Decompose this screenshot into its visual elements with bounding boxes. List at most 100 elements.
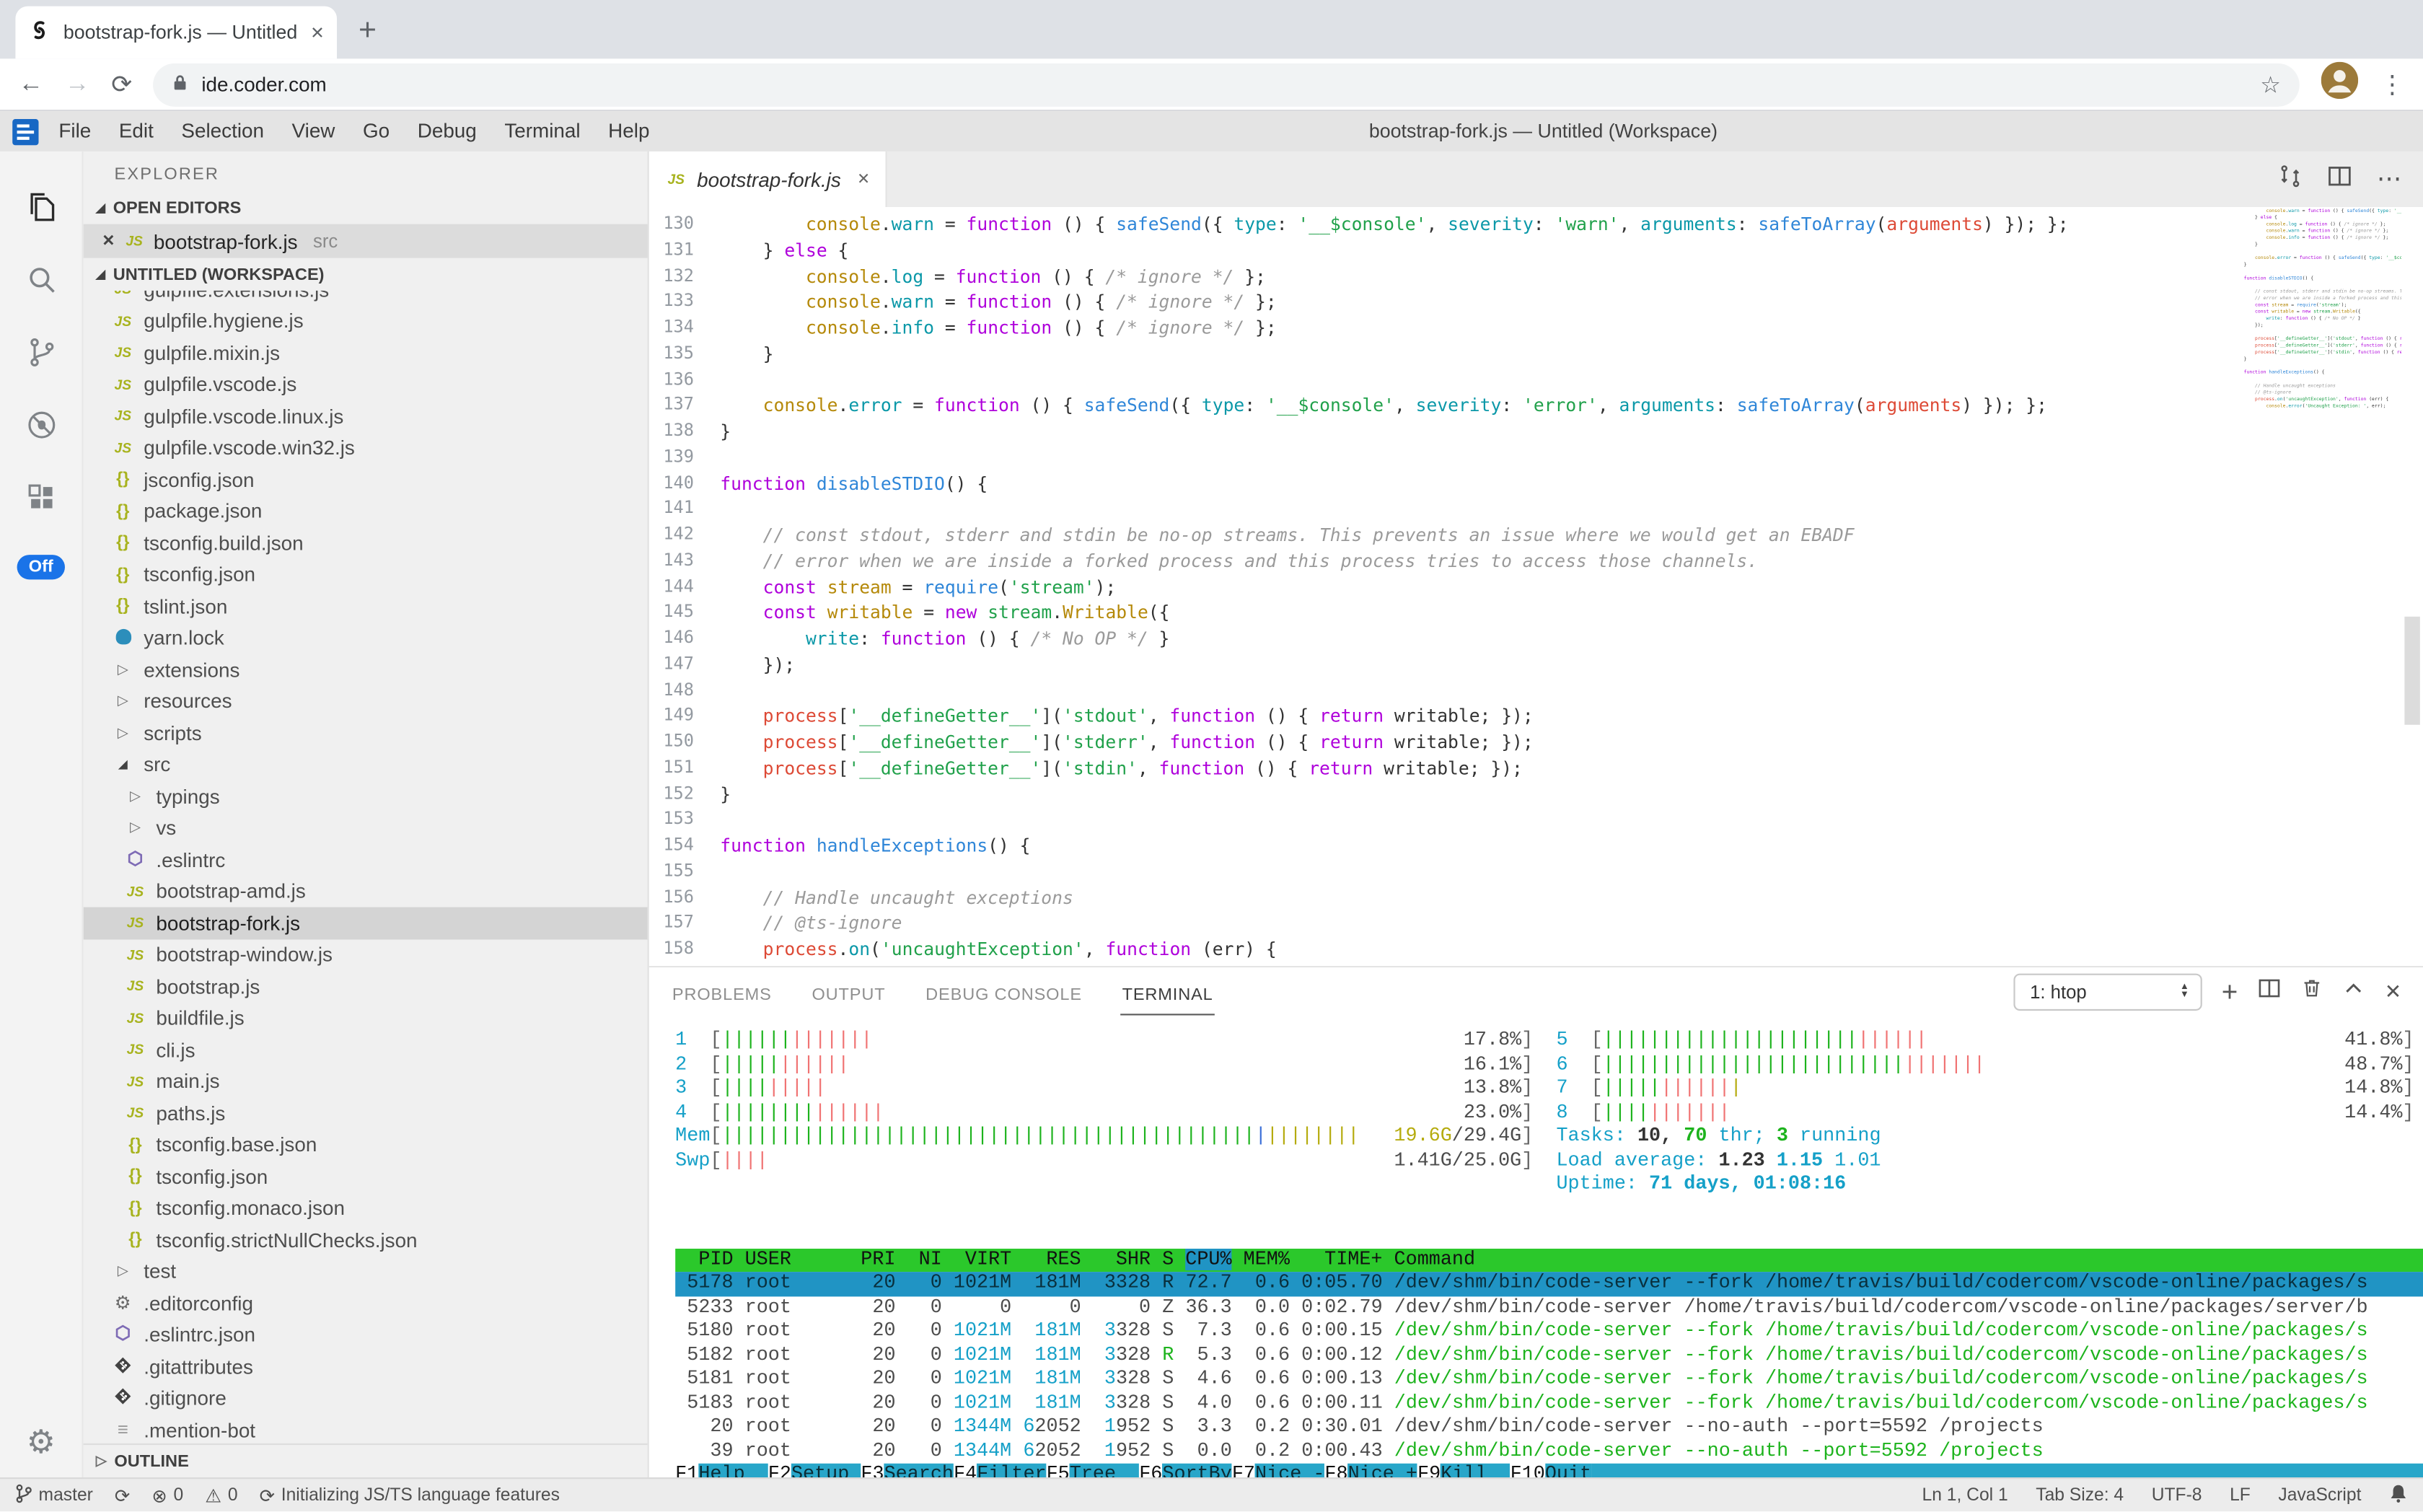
status-item-error[interactable]: ⊗ 0 bbox=[151, 1485, 183, 1506]
fkey-f8[interactable]: F8 bbox=[1324, 1463, 1348, 1478]
process-table-header[interactable]: PID USER PRI NI VIRT RES SHR S CPU% MEM%… bbox=[675, 1247, 2423, 1273]
code-line[interactable]: 150 process['__defineGetter__']('stderr'… bbox=[649, 729, 2244, 755]
code-line[interactable]: 135 } bbox=[649, 341, 2244, 367]
maximize-panel-icon[interactable] bbox=[2343, 977, 2365, 1007]
explorer-files-icon[interactable] bbox=[0, 170, 82, 243]
fkey-label[interactable]: Setup bbox=[791, 1463, 861, 1478]
fkey-label[interactable]: Kill bbox=[1441, 1463, 1510, 1478]
tree-item-bootstrap-amd.js[interactable]: JS bootstrap-amd.js bbox=[84, 876, 648, 907]
tree-item-gulpfile.vscode.linux.js[interactable]: JS gulpfile.vscode.linux.js bbox=[84, 400, 648, 432]
process-row-5180[interactable]: 5180 root 20 0 1021M 181M 3328 S 7.3 0.6… bbox=[675, 1319, 2368, 1342]
process-row-5233[interactable]: 5233 root 20 0 0 0 0 Z 36.3 0.0 0:02.79 … bbox=[675, 1296, 2368, 1318]
tree-item-typings[interactable]: ▷ typings bbox=[84, 781, 648, 812]
status-item-sync[interactable]: ⟳ bbox=[115, 1485, 131, 1506]
tree-item-gulpfile.hygiene.js[interactable]: JS gulpfile.hygiene.js bbox=[84, 305, 648, 337]
code-line[interactable]: 155 bbox=[649, 859, 2244, 885]
tree-item-tsconfig.json[interactable]: {} tsconfig.json bbox=[84, 1161, 648, 1192]
tree-item-cli.js[interactable]: JS cli.js bbox=[84, 1034, 648, 1065]
panel-tab-terminal[interactable]: TERMINAL bbox=[1120, 970, 1215, 1015]
close-panel-icon[interactable]: ✕ bbox=[2384, 980, 2402, 1003]
status-item-tab-size-4[interactable]: Tab Size: 4 bbox=[2036, 1486, 2124, 1505]
code-line[interactable]: 131 } else { bbox=[649, 237, 2244, 263]
code-line[interactable]: 142 // const stdout, stderr and stdin be… bbox=[649, 522, 2244, 548]
tree-item-gulpfile.vscode.js[interactable]: JS gulpfile.vscode.js bbox=[84, 369, 648, 400]
tree-item-tsconfig.json[interactable]: {} tsconfig.json bbox=[84, 558, 648, 590]
status-item-lf[interactable]: LF bbox=[2230, 1486, 2251, 1505]
tree-item-test[interactable]: ▷ test bbox=[84, 1256, 648, 1288]
process-row-39[interactable]: 39 root 20 0 1344M 62052 1952 S 0.0 0.2 … bbox=[675, 1439, 2044, 1462]
menu-help[interactable]: Help bbox=[608, 118, 650, 143]
fkey-label[interactable]: Nice - bbox=[1254, 1463, 1325, 1478]
tree-item-.gitignore[interactable]: .gitignore bbox=[84, 1382, 648, 1414]
tree-item-jsconfig.json[interactable]: {} jsconfig.json bbox=[84, 464, 648, 496]
forward-icon[interactable]: → bbox=[64, 70, 90, 97]
settings-gear-icon[interactable]: ⚙ bbox=[26, 1425, 56, 1461]
panel-tab-output[interactable]: OUTPUT bbox=[812, 985, 886, 1005]
menu-file[interactable]: File bbox=[58, 118, 92, 143]
code-line[interactable]: 139 bbox=[649, 444, 2244, 470]
tree-item-gulpfile.vscode.win32.js[interactable]: JS gulpfile.vscode.win32.js bbox=[84, 432, 648, 464]
status-item-branch[interactable]: master bbox=[15, 1483, 93, 1508]
code-line[interactable]: 141 bbox=[649, 496, 2244, 522]
code-line[interactable]: 138} bbox=[649, 419, 2244, 445]
tree-item-vs[interactable]: ▷ vs bbox=[84, 812, 648, 844]
tree-item-gulpfile.extensions.js[interactable]: JS gulpfile.extensions.js bbox=[84, 291, 648, 305]
status-item-ln-1-col-1[interactable]: Ln 1, Col 1 bbox=[1922, 1486, 2008, 1505]
status-item-spinner[interactable]: ⟳ Initializing JS/TS language features bbox=[260, 1485, 560, 1506]
extensions-icon[interactable] bbox=[0, 460, 82, 533]
code-line[interactable]: 151 process['__defineGetter__']('stdin',… bbox=[649, 755, 2244, 781]
fkey-label[interactable]: Nice + bbox=[1347, 1463, 1418, 1478]
fkey-label[interactable]: Quit bbox=[1544, 1463, 1592, 1478]
more-actions-icon[interactable]: ⋯ bbox=[2376, 167, 2402, 193]
tree-item-tsconfig.monaco.json[interactable]: {} tsconfig.monaco.json bbox=[84, 1192, 648, 1224]
back-icon[interactable]: ← bbox=[18, 70, 43, 97]
fkey-f2[interactable]: F2 bbox=[768, 1463, 791, 1478]
panel-tab-debug-console[interactable]: DEBUG CONSOLE bbox=[925, 985, 1082, 1005]
process-row-5182[interactable]: 5182 root 20 0 1021M 181M 3328 R 5.3 0.6… bbox=[675, 1343, 2368, 1366]
tree-item-.eslintrc.json[interactable]: .eslintrc.json bbox=[84, 1319, 648, 1350]
code-line[interactable]: 146 write: function () { /* No OP */ } bbox=[649, 626, 2244, 652]
process-row-5181[interactable]: 5181 root 20 0 1021M 181M 3328 S 4.6 0.6… bbox=[675, 1367, 2368, 1389]
code-line[interactable]: 130 console.warn = function () { safeSen… bbox=[649, 211, 2244, 237]
code-editor[interactable]: 130 console.warn = function () { safeSen… bbox=[648, 207, 2423, 966]
fkey-label[interactable]: Help bbox=[698, 1463, 768, 1478]
source-control-icon[interactable] bbox=[0, 315, 82, 388]
bookmark-star-icon[interactable]: ☆ bbox=[2260, 71, 2282, 99]
code-line[interactable]: 156 // Handle uncaught exceptions bbox=[649, 884, 2244, 910]
fkey-f3[interactable]: F3 bbox=[861, 1463, 884, 1478]
outline-header[interactable]: ▷ OUTLINE bbox=[83, 1443, 648, 1478]
tree-item-src[interactable]: ◢ src bbox=[84, 749, 648, 781]
code-line[interactable]: 149 process['__defineGetter__']('stdout'… bbox=[649, 703, 2244, 729]
editor-tab-bootstrap-fork[interactable]: JS bootstrap-fork.js ✕ bbox=[648, 151, 887, 208]
tree-item-paths.js[interactable]: JS paths.js bbox=[84, 1097, 648, 1129]
tree-item-yarn.lock[interactable]: yarn.lock bbox=[84, 622, 648, 654]
tree-item-resources[interactable]: ▷ resources bbox=[84, 685, 648, 717]
split-terminal-icon[interactable] bbox=[2258, 977, 2281, 1008]
minimap[interactable]: console. warn = function () { safeSend({ … bbox=[2244, 207, 2402, 966]
kill-terminal-trash-icon[interactable] bbox=[2301, 977, 2323, 1008]
code-line[interactable]: 134 console.info = function () { /* igno… bbox=[649, 315, 2244, 341]
menu-view[interactable]: View bbox=[291, 118, 335, 143]
process-row-5183[interactable]: 5183 root 20 0 1021M 181M 3328 S 4.0 0.6… bbox=[675, 1392, 2368, 1414]
menu-terminal[interactable]: Terminal bbox=[504, 118, 581, 143]
workspace-header[interactable]: ◢ UNTITLED (WORKSPACE) bbox=[83, 258, 648, 291]
tree-item-bootstrap-fork.js[interactable]: JS bootstrap-fork.js bbox=[83, 907, 648, 939]
menu-go[interactable]: Go bbox=[363, 118, 390, 143]
code-line[interactable]: 137 console.error = function () { safeSe… bbox=[649, 393, 2244, 419]
off-toggle-badge[interactable]: Off bbox=[16, 555, 66, 580]
code-line[interactable]: 152} bbox=[649, 781, 2244, 807]
tree-item-bootstrap.js[interactable]: JS bootstrap.js bbox=[84, 970, 648, 1002]
tree-item-gulpfile.mixin.js[interactable]: JS gulpfile.mixin.js bbox=[84, 337, 648, 369]
code-line[interactable]: 159 console.error('Uncaught Exception: '… bbox=[649, 962, 2244, 966]
code-line[interactable]: 157 // @ts-ignore bbox=[649, 910, 2244, 936]
fkey-f1[interactable]: F1 bbox=[675, 1463, 699, 1478]
menu-edit[interactable]: Edit bbox=[118, 118, 154, 143]
code-line[interactable]: 154 function handleExceptions() { bbox=[649, 833, 2244, 859]
search-icon[interactable] bbox=[0, 242, 82, 315]
status-item-javascript[interactable]: JavaScript bbox=[2278, 1486, 2361, 1505]
terminal[interactable]: 1[||||||||||||| 17.8%] 2[||||||||||| 16.1%]… bbox=[649, 1017, 2423, 1478]
tree-item-.gitattributes[interactable]: .gitattributes bbox=[84, 1350, 648, 1382]
panel-tab-problems[interactable]: PROBLEMS bbox=[672, 985, 772, 1005]
tree-item-package.json[interactable]: {} package.json bbox=[84, 496, 648, 527]
tree-item-buildfile.js[interactable]: JS buildfile.js bbox=[84, 1002, 648, 1034]
